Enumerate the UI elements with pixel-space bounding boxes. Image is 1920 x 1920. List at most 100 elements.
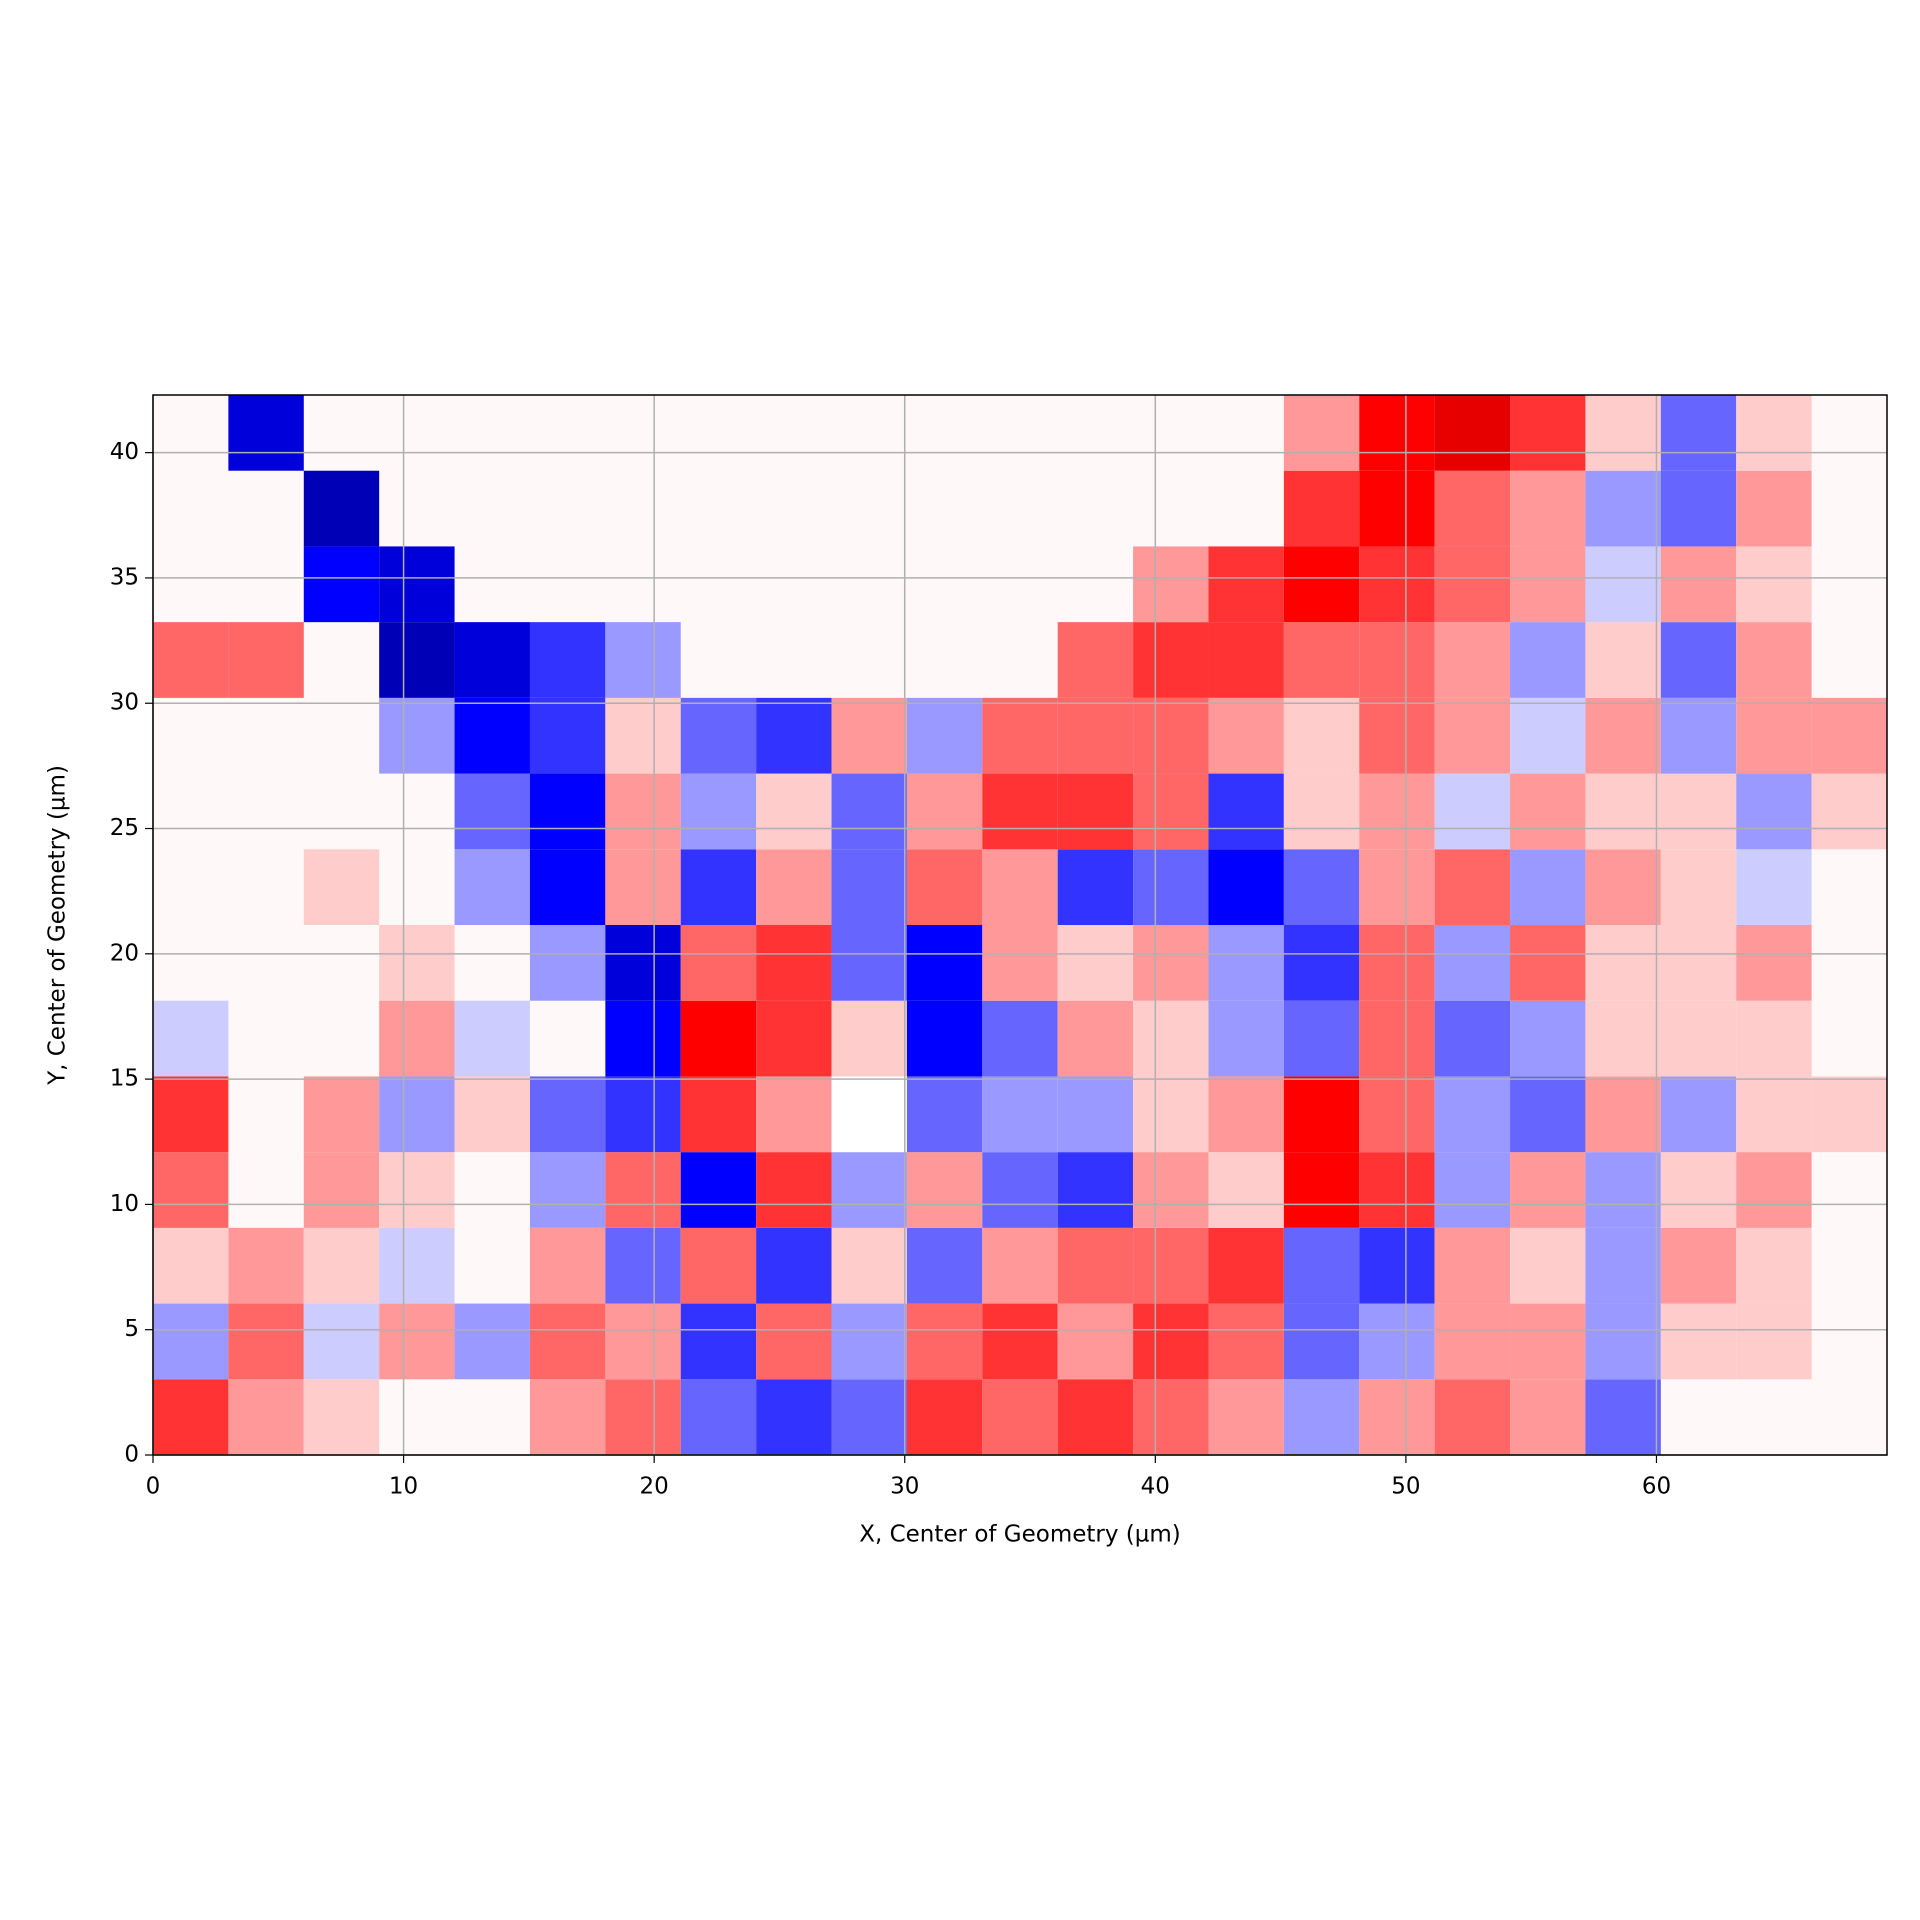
- heatmap-cell: [1133, 1000, 1209, 1077]
- heatmap-cell: [1585, 773, 1661, 850]
- heatmap-cell: [680, 1303, 757, 1380]
- heatmap-cell: [982, 925, 1058, 1001]
- heatmap-cell: [379, 1303, 455, 1380]
- heatmap-cell: [680, 925, 757, 1001]
- heatmap-cell: [1359, 849, 1435, 925]
- heatmap-cell: [1585, 546, 1661, 623]
- heatmap-cell: [1736, 849, 1812, 925]
- heatmap-cell: [982, 1379, 1058, 1455]
- heatmap-cell: [680, 1076, 757, 1153]
- heatmap-cell: [228, 395, 304, 471]
- heatmap-cell: [1283, 622, 1360, 698]
- heatmap-cell: [1283, 546, 1360, 623]
- heatmap-cell: [1133, 622, 1209, 698]
- heatmap-cell: [1057, 1076, 1134, 1153]
- heatmap-cell: [756, 1000, 832, 1077]
- heatmap-cell: [1660, 773, 1737, 850]
- heatmap-cell: [454, 849, 530, 925]
- y-tick-label: 0: [124, 1442, 139, 1468]
- heatmap-cell: [831, 1076, 907, 1153]
- heatmap-cell: [1510, 1152, 1586, 1228]
- heatmap-cell: [831, 1303, 907, 1380]
- heatmap-cell: [1811, 1076, 1887, 1153]
- heatmap-cell: [454, 1076, 530, 1153]
- heatmap-cell: [1660, 925, 1737, 1001]
- heatmap-cell: [1736, 1000, 1812, 1077]
- y-tick-label: 20: [110, 940, 139, 966]
- heatmap-cell: [756, 925, 832, 1001]
- heatmap-cell: [1585, 1076, 1661, 1153]
- heatmap-cell: [529, 1303, 606, 1380]
- heatmap-cell: [1283, 1227, 1360, 1304]
- heatmap-cell: [1283, 1303, 1360, 1380]
- heatmap-cell: [1434, 773, 1511, 850]
- heatmap-cell: [1585, 925, 1661, 1001]
- heatmap-cell: [1510, 1303, 1586, 1380]
- heatmap-cell: [1283, 1000, 1360, 1077]
- heatmap-cell: [303, 849, 380, 925]
- heatmap-cell: [906, 1227, 983, 1304]
- heatmap-cell: [303, 470, 380, 547]
- heatmap-cell: [1057, 1152, 1134, 1228]
- heatmap-cell: [756, 1152, 832, 1228]
- heatmap-cell: [1283, 1379, 1360, 1455]
- heatmap-cell: [529, 1379, 606, 1455]
- heatmap-cell: [1736, 546, 1812, 623]
- heatmap-cell: [906, 1076, 983, 1153]
- heatmap-cell: [1133, 1152, 1209, 1228]
- heatmap-cell: [831, 697, 907, 774]
- heatmap-cell: [1359, 1227, 1435, 1304]
- heatmap-cell: [1133, 546, 1209, 623]
- heatmap-cell: [1660, 697, 1737, 774]
- heatmap-cell: [1057, 1303, 1134, 1380]
- heatmap-cell: [831, 1152, 907, 1228]
- x-tick-label: 20: [640, 1474, 669, 1500]
- heatmap-cell: [1359, 470, 1435, 547]
- heatmap-cell: [1736, 395, 1812, 471]
- heatmap-cell: [529, 925, 606, 1001]
- heatmap-cell: [1510, 1000, 1586, 1077]
- heatmap-cell: [454, 773, 530, 850]
- heatmap-cell: [1359, 1152, 1435, 1228]
- x-axis-label: X, Center of Geometry (µm): [859, 1522, 1181, 1548]
- heatmap-cell: [1660, 470, 1737, 547]
- heatmap-cell: [605, 697, 681, 774]
- heatmap-cell: [605, 849, 681, 925]
- heatmap-cell: [1057, 1379, 1134, 1455]
- heatmap-cell: [1434, 470, 1511, 547]
- heatmap-cell: [831, 1000, 907, 1077]
- heatmap-cell: [906, 925, 983, 1001]
- heatmap-cell: [1434, 395, 1511, 471]
- heatmap-cell: [906, 849, 983, 925]
- heatmap-cell: [1736, 622, 1812, 698]
- heatmap-cell: [379, 622, 455, 698]
- y-tick-label: 35: [110, 564, 139, 590]
- heatmap-cell: [1283, 849, 1360, 925]
- heatmap-cell: [454, 1303, 530, 1380]
- heatmap-cell: [1510, 849, 1586, 925]
- heatmap-cell: [1736, 925, 1812, 1001]
- heatmap-cell: [1660, 1303, 1737, 1380]
- heatmap-cell: [982, 1000, 1058, 1077]
- heatmap-cell: [454, 1000, 530, 1077]
- heatmap-cell: [303, 546, 380, 623]
- heatmap-cell: [1434, 622, 1511, 698]
- heatmap-cell: [1510, 773, 1586, 850]
- y-tick-label: 30: [110, 690, 139, 716]
- heatmap-cell: [1434, 849, 1511, 925]
- heatmap-cell: [680, 1152, 757, 1228]
- heatmap-cell: [529, 1152, 606, 1228]
- heatmap-cell: [1359, 925, 1435, 1001]
- heatmap-cell: [982, 1303, 1058, 1380]
- heatmap-cell: [379, 1076, 455, 1153]
- heatmap-cell: [1283, 925, 1360, 1001]
- heatmap-cell: [303, 1379, 380, 1455]
- heatmap-cell: [228, 1303, 304, 1380]
- heatmap-cell: [982, 1152, 1058, 1228]
- heatmap-cell: [1585, 1000, 1661, 1077]
- heatmap-cell: [1133, 773, 1209, 850]
- heatmap-cell: [1585, 1227, 1661, 1304]
- heatmap-cell: [1434, 925, 1511, 1001]
- heatmap-cell: [756, 1379, 832, 1455]
- heatmap-cell: [1283, 773, 1360, 850]
